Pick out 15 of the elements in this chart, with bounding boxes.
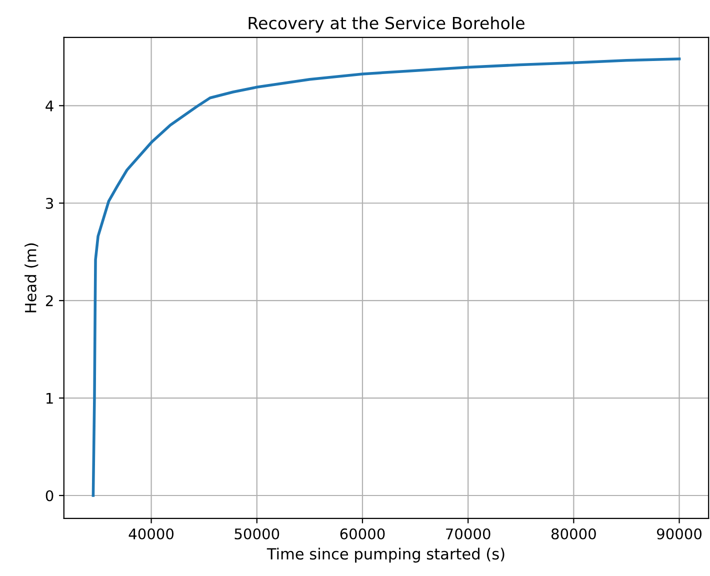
y-tick-label: 2 xyxy=(46,295,53,306)
y-axis-title: Head (m) xyxy=(24,243,38,312)
chart-title: Recovery at the Service Borehole xyxy=(248,16,524,33)
x-tick-label: 60000 xyxy=(340,528,385,540)
y-tick-label: 1 xyxy=(46,392,53,404)
x-tick-label: 40000 xyxy=(128,528,174,540)
x-tick-label: 90000 xyxy=(657,528,702,540)
y-tick-label: 4 xyxy=(46,100,54,112)
x-tick-label: 50000 xyxy=(234,528,280,540)
line-series xyxy=(92,57,681,497)
x-tick-label: 70000 xyxy=(446,528,490,540)
y-tick-label: 3 xyxy=(46,198,54,209)
x-tick-label: 80000 xyxy=(551,528,596,540)
x-axis-title: Time since pumping started (s) xyxy=(266,548,504,563)
y-tick-label: 0 xyxy=(46,490,54,502)
